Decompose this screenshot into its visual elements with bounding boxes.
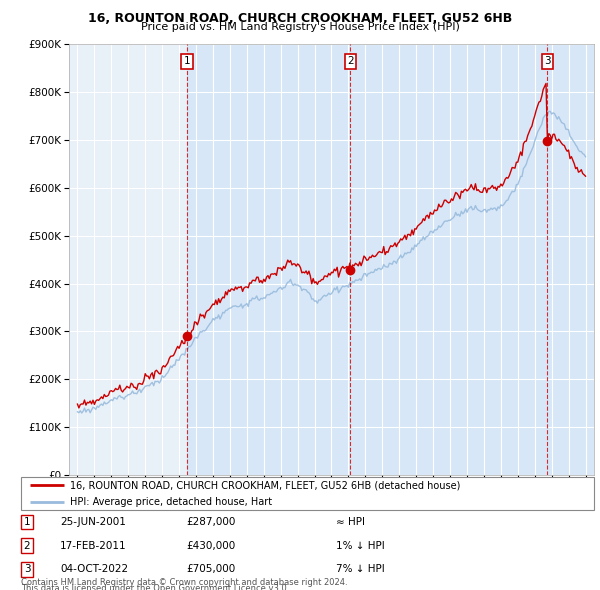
Text: 25-JUN-2001: 25-JUN-2001 xyxy=(60,517,126,527)
Text: This data is licensed under the Open Government Licence v3.0.: This data is licensed under the Open Gov… xyxy=(21,584,289,590)
Text: £287,000: £287,000 xyxy=(186,517,235,527)
Text: £705,000: £705,000 xyxy=(186,565,235,574)
Text: 16, ROUNTON ROAD, CHURCH CROOKHAM, FLEET, GU52 6HB (detached house): 16, ROUNTON ROAD, CHURCH CROOKHAM, FLEET… xyxy=(70,480,460,490)
Text: 1: 1 xyxy=(23,517,31,527)
Text: 3: 3 xyxy=(23,565,31,574)
Bar xyxy=(187,44,350,475)
Text: 04-OCT-2022: 04-OCT-2022 xyxy=(60,565,128,574)
Bar xyxy=(350,44,547,475)
Text: 17-FEB-2011: 17-FEB-2011 xyxy=(60,541,127,550)
Text: 1: 1 xyxy=(184,57,191,67)
Text: 2: 2 xyxy=(23,541,31,550)
Text: Price paid vs. HM Land Registry's House Price Index (HPI): Price paid vs. HM Land Registry's House … xyxy=(140,22,460,32)
Text: £430,000: £430,000 xyxy=(186,541,235,550)
Text: 1% ↓ HPI: 1% ↓ HPI xyxy=(336,541,385,550)
Bar xyxy=(547,44,594,475)
Text: Contains HM Land Registry data © Crown copyright and database right 2024.: Contains HM Land Registry data © Crown c… xyxy=(21,578,347,587)
Text: 7% ↓ HPI: 7% ↓ HPI xyxy=(336,565,385,574)
Text: ≈ HPI: ≈ HPI xyxy=(336,517,365,527)
Text: 16, ROUNTON ROAD, CHURCH CROOKHAM, FLEET, GU52 6HB: 16, ROUNTON ROAD, CHURCH CROOKHAM, FLEET… xyxy=(88,12,512,25)
Text: 3: 3 xyxy=(544,57,551,67)
FancyBboxPatch shape xyxy=(21,477,594,510)
Text: 2: 2 xyxy=(347,57,354,67)
Text: HPI: Average price, detached house, Hart: HPI: Average price, detached house, Hart xyxy=(70,497,272,507)
